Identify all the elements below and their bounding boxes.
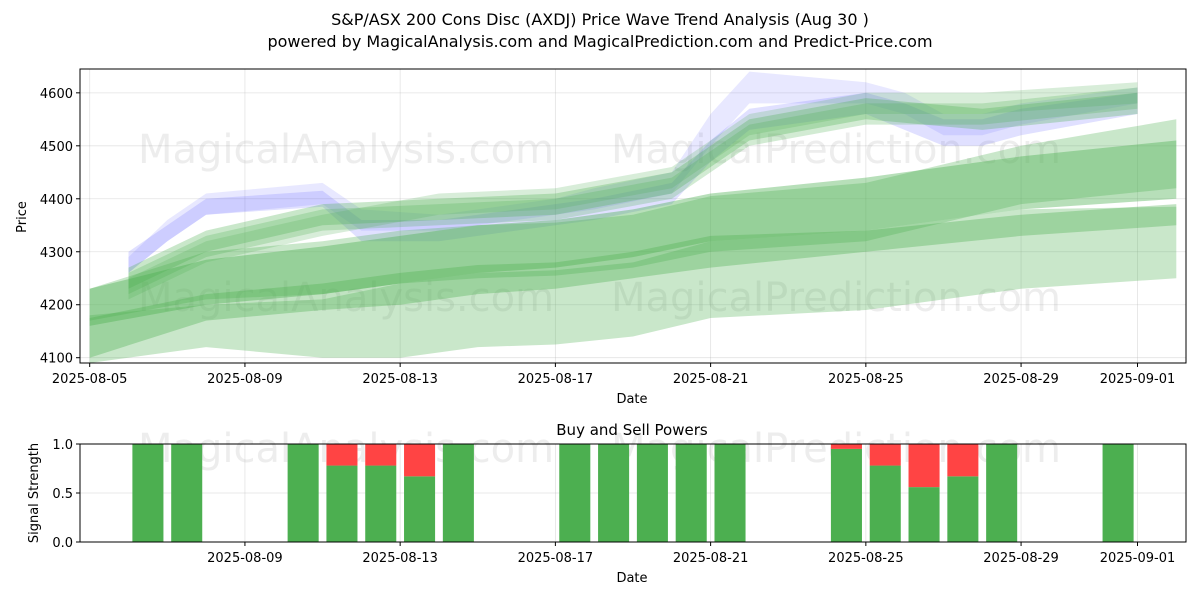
buy-bar bbox=[947, 476, 979, 542]
chart-title: S&P/ASX 200 Cons Disc (AXDJ) Price Wave … bbox=[331, 10, 869, 29]
green-trend-band bbox=[128, 82, 1138, 300]
sell-bar bbox=[404, 444, 436, 477]
buy-bar bbox=[830, 448, 862, 542]
signal-x-axis-label: Date bbox=[616, 571, 647, 586]
price-gridlines bbox=[80, 69, 1186, 363]
x-tick-label: 2025-08-09 bbox=[207, 372, 283, 387]
blue-trend-band bbox=[128, 71, 1138, 273]
signal-y-axis-label: Signal Strength bbox=[27, 443, 42, 543]
x-tick-label: 2025-09-01 bbox=[1100, 551, 1176, 566]
signal-chart-title: Buy and Sell Powers bbox=[556, 421, 708, 439]
sell-bar bbox=[947, 444, 979, 477]
buy-bar bbox=[442, 444, 474, 542]
sell-bar bbox=[908, 444, 940, 488]
x-tick-label: 2025-08-29 bbox=[983, 372, 1059, 387]
x-tick-label: 2025-08-13 bbox=[362, 372, 438, 387]
chart-subtitle: powered by MagicalAnalysis.com and Magic… bbox=[267, 32, 933, 51]
buy-bar bbox=[287, 444, 319, 542]
y-tick-label: 4500 bbox=[40, 140, 73, 155]
y-tick-label: 4200 bbox=[40, 299, 73, 314]
green-trend-band bbox=[89, 119, 1177, 321]
price-axis-ticks: 2025-08-05 2025-08-09 2025-08-13 2025-08-17… bbox=[40, 87, 1175, 387]
price-plot-frame bbox=[79, 68, 1187, 364]
y-tick-label: 0.0 bbox=[52, 536, 73, 551]
y-tick-label: 4400 bbox=[40, 193, 73, 208]
price-y-axis-label: Price bbox=[15, 201, 30, 233]
buy-bar bbox=[986, 444, 1018, 542]
buy-bar bbox=[869, 465, 901, 542]
y-tick-label: 4300 bbox=[40, 246, 73, 261]
buy-bar bbox=[675, 444, 707, 542]
x-tick-label: 2025-08-17 bbox=[518, 372, 594, 387]
watermark: MagicalAnalysis.com bbox=[138, 275, 554, 321]
x-tick-label: 2025-08-25 bbox=[828, 372, 904, 387]
buy-bar bbox=[1102, 444, 1134, 542]
sell-bar bbox=[869, 444, 901, 466]
buy-bar bbox=[908, 487, 940, 542]
green-trend-band bbox=[89, 206, 1177, 363]
x-tick-label: 2025-08-05 bbox=[52, 372, 128, 387]
x-tick-label: 2025-08-13 bbox=[362, 551, 438, 566]
buy-bar bbox=[598, 444, 630, 542]
watermark: MagicalAnalysis.com bbox=[138, 127, 554, 173]
green-trend-band bbox=[128, 92, 1138, 289]
green-trend-band bbox=[89, 140, 1177, 326]
price-x-axis-label: Date bbox=[616, 392, 647, 407]
green-trend-band bbox=[89, 204, 1177, 358]
sell-bar bbox=[830, 444, 862, 449]
signal-axis-ticks: 2025-08-09 2025-08-13 2025-08-17 2025-08-21… bbox=[52, 438, 1175, 566]
x-tick-label: 2025-08-25 bbox=[828, 551, 904, 566]
watermark: MagicalPrediction.com bbox=[611, 275, 1061, 321]
buy-bar bbox=[559, 444, 591, 542]
y-tick-label: 4600 bbox=[40, 87, 73, 102]
buy-bar bbox=[326, 465, 358, 542]
watermark: MagicalPrediction.com bbox=[611, 127, 1061, 173]
signal-bars bbox=[132, 444, 1134, 542]
buy-bar bbox=[714, 444, 746, 542]
buy-bar bbox=[636, 444, 668, 542]
price-bands bbox=[89, 71, 1177, 363]
buy-bar bbox=[132, 444, 164, 542]
x-tick-label: 2025-09-01 bbox=[1100, 372, 1176, 387]
sell-bar bbox=[326, 444, 358, 466]
x-tick-label: 2025-08-29 bbox=[983, 551, 1059, 566]
y-tick-label: 4100 bbox=[40, 352, 73, 367]
x-tick-label: 2025-08-21 bbox=[673, 372, 749, 387]
x-tick-label: 2025-08-09 bbox=[207, 551, 283, 566]
blue-trend-band bbox=[128, 92, 1138, 273]
x-tick-label: 2025-08-21 bbox=[673, 551, 749, 566]
sell-bar bbox=[365, 444, 397, 466]
y-tick-label: 0.5 bbox=[52, 487, 73, 502]
green-trend-band bbox=[128, 87, 1138, 295]
x-tick-label: 2025-08-17 bbox=[518, 551, 594, 566]
buy-bar bbox=[404, 476, 436, 542]
y-tick-label: 1.0 bbox=[52, 438, 73, 453]
buy-bar bbox=[171, 444, 203, 542]
buy-bar bbox=[365, 465, 397, 542]
